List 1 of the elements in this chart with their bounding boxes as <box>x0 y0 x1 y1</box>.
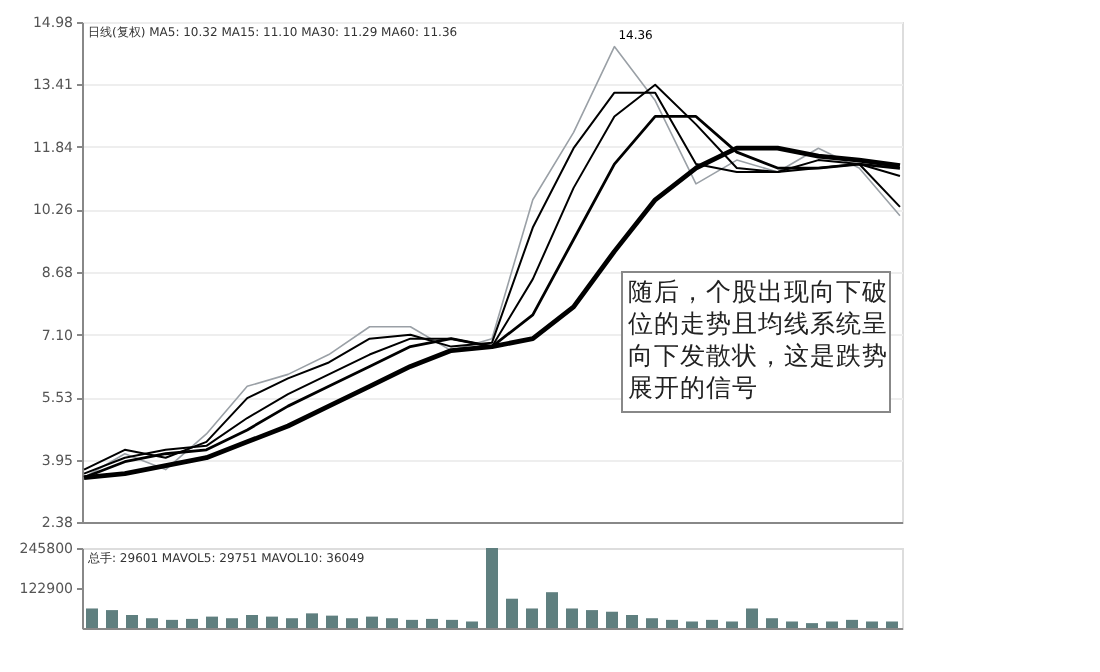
annotation: 随后，个股出现向下破位的走势且均线系统呈向下发散状，这是跌势展开的信号 <box>628 276 888 402</box>
